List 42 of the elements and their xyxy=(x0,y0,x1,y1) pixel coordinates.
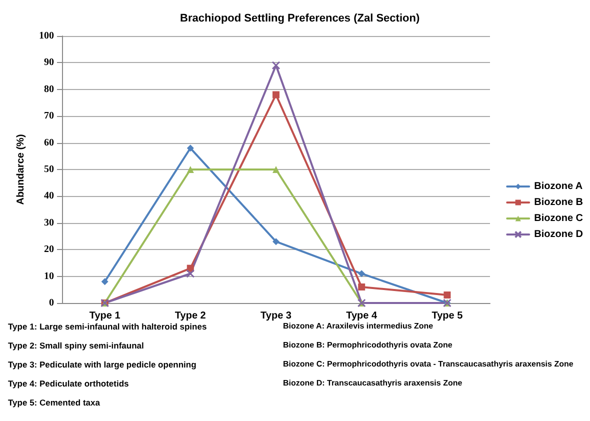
point xyxy=(101,278,108,286)
y-tick-label: 30 xyxy=(44,217,54,228)
text: Type 1: Large semi-infaunal with halteroid spines xyxy=(8,322,207,332)
point xyxy=(186,269,195,278)
x-tick-label: Type 3 xyxy=(260,310,292,322)
point xyxy=(444,291,451,298)
x-tick-label: Type 4 xyxy=(346,310,378,322)
chart-title: Brachiopod Settling Preferences (Zal Section) xyxy=(180,12,420,24)
text: Biozone C: Permophricodothyris ovata - Transcaucasathyris araxensis Zone xyxy=(283,360,574,368)
y-tick-label: 40 xyxy=(44,190,54,202)
point xyxy=(272,166,280,173)
text: Biozone B: Permophricodothyris ovata Zone xyxy=(283,340,453,350)
point xyxy=(272,61,280,70)
text: Type 4: Pediculate orthotetids xyxy=(8,378,130,388)
text: Type 3: Pediculate with large pedicle openning xyxy=(8,360,196,370)
point xyxy=(186,144,194,152)
y-tick-label: 0 xyxy=(49,298,54,308)
legend-label: Biozone D xyxy=(534,229,584,240)
point xyxy=(272,238,280,246)
legend-label: Biozone A xyxy=(534,181,583,192)
y-tick-label: 100 xyxy=(39,30,54,42)
point xyxy=(358,283,366,290)
text: Type 2: Small spiny semi-infaunal xyxy=(8,340,144,350)
x-tick-label: Type 5 xyxy=(432,310,464,322)
legend-label: Biozone C xyxy=(534,213,584,224)
x-tick-label: Type 1 xyxy=(89,310,121,322)
text: Type 5: Cemented taxa xyxy=(8,398,100,408)
legend-label: Biozone B xyxy=(534,197,584,208)
point xyxy=(272,91,280,98)
y-tick-label: 80 xyxy=(44,84,54,95)
point xyxy=(186,166,194,173)
x-tick-label: Type 2 xyxy=(174,310,206,322)
y-tick-label: 10 xyxy=(44,270,54,282)
y-axis-title: Abundarce (%) xyxy=(16,134,26,205)
text: Biozone A: Araxilevis intermedius Zone xyxy=(283,322,434,330)
text: Biozone D: Transcaucasathyris araxensis Zone xyxy=(283,378,463,388)
y-tick-label: 90 xyxy=(44,57,54,68)
y-tick-label: 20 xyxy=(44,244,54,256)
y-tick-label: 70 xyxy=(44,110,54,122)
y-tick-label: 60 xyxy=(44,137,54,148)
y-tick-label: 50 xyxy=(44,164,54,175)
point xyxy=(358,270,366,278)
